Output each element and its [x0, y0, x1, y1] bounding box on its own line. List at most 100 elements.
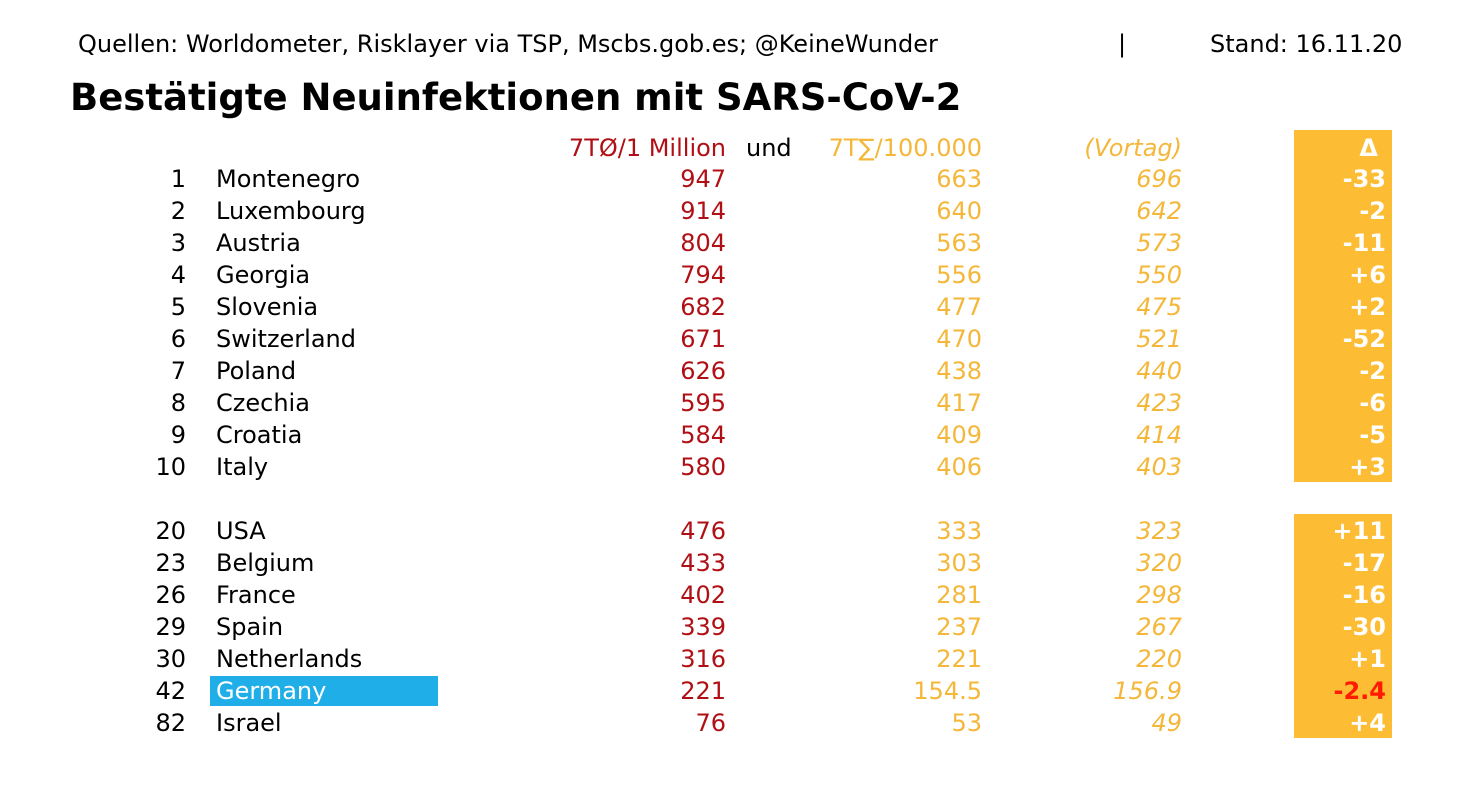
header-delta: Δ — [1359, 134, 1378, 162]
per-100k-cell: 438 — [936, 357, 982, 385]
delta-cell: -6 — [1359, 389, 1386, 417]
previous-day-cell: 320 — [1136, 549, 1182, 577]
country-cell: Luxembourg — [216, 197, 366, 225]
country-cell: Israel — [216, 709, 282, 737]
previous-day-cell: 156.9 — [1113, 677, 1182, 705]
table-row: 30 Netherlands 316 221 220 +1 — [0, 643, 1460, 675]
per-100k-cell: 53 — [951, 709, 982, 737]
previous-day-cell: 323 — [1136, 517, 1182, 545]
rank-cell: 3 — [170, 229, 186, 257]
per-million-cell: 794 — [680, 261, 726, 289]
delta-cell: -16 — [1342, 581, 1386, 609]
table-row: 20 USA 476 333 323 +11 — [0, 515, 1460, 547]
per-million-cell: 584 — [680, 421, 726, 449]
delta-cell: +11 — [1332, 517, 1386, 545]
country-cell: Germany — [216, 677, 327, 705]
previous-day-cell: 550 — [1136, 261, 1182, 289]
per-million-cell: 339 — [680, 613, 726, 641]
rank-cell: 6 — [170, 325, 186, 353]
per-100k-cell: 221 — [936, 645, 982, 673]
country-cell: Slovenia — [216, 293, 319, 321]
per-million-cell: 595 — [680, 389, 726, 417]
delta-cell: -52 — [1342, 325, 1386, 353]
table-row: 1 Montenegro 947 663 696 -33 — [0, 163, 1460, 195]
rank-cell: 2 — [170, 197, 186, 225]
per-million-cell: 402 — [680, 581, 726, 609]
delta-cell: +1 — [1349, 645, 1386, 673]
rank-cell: 1 — [170, 165, 186, 193]
table-row: 26 France 402 281 298 -16 — [0, 579, 1460, 611]
table-row: 10 Italy 580 406 403 +3 — [0, 451, 1460, 483]
rank-cell: 8 — [170, 389, 186, 417]
header-previous-day: (Vortag) — [1084, 134, 1182, 162]
per-100k-cell: 237 — [936, 613, 982, 641]
previous-day-cell: 573 — [1136, 229, 1182, 257]
per-million-cell: 947 — [680, 165, 726, 193]
per-100k-cell: 333 — [936, 517, 982, 545]
previous-day-cell: 696 — [1136, 165, 1182, 193]
country-cell: Austria — [216, 229, 301, 257]
table-row: 9 Croatia 584 409 414 -5 — [0, 419, 1460, 451]
previous-day-cell: 475 — [1136, 293, 1182, 321]
country-cell: Belgium — [216, 549, 315, 577]
chart-title: Bestätigte Neuinfektionen mit SARS-CoV-2 — [70, 76, 962, 119]
rank-cell: 5 — [170, 293, 186, 321]
delta-cell: -2 — [1359, 357, 1386, 385]
country-cell: France — [216, 581, 296, 609]
per-million-cell: 626 — [680, 357, 726, 385]
per-100k-cell: 154.5 — [913, 677, 982, 705]
delta-cell: -5 — [1359, 421, 1386, 449]
table-row: 7 Poland 626 438 440 -2 — [0, 355, 1460, 387]
delta-cell: +4 — [1349, 709, 1386, 737]
country-cell: Netherlands — [216, 645, 363, 673]
per-100k-cell: 470 — [936, 325, 982, 353]
country-cell: USA — [216, 517, 266, 545]
rank-cell: 23 — [155, 549, 186, 577]
country-cell: Italy — [216, 453, 269, 481]
previous-day-cell: 298 — [1136, 581, 1182, 609]
rank-cell: 9 — [170, 421, 186, 449]
delta-background-top — [1294, 130, 1392, 482]
per-100k-cell: 409 — [936, 421, 982, 449]
table-row: 6 Switzerland 671 470 521 -52 — [0, 323, 1460, 355]
per-million-cell: 433 — [680, 549, 726, 577]
header-separator: | — [1118, 30, 1127, 58]
delta-cell: -2.4 — [1333, 677, 1386, 705]
delta-cell: -33 — [1342, 165, 1386, 193]
table-row: 4 Georgia 794 556 550 +6 — [0, 259, 1460, 291]
per-100k-cell: 563 — [936, 229, 982, 257]
rank-cell: 30 — [155, 645, 186, 673]
previous-day-cell: 440 — [1136, 357, 1182, 385]
per-million-cell: 804 — [680, 229, 726, 257]
table-row: 23 Belgium 433 303 320 -17 — [0, 547, 1460, 579]
delta-background-bottom — [1294, 514, 1392, 738]
country-cell: Georgia — [216, 261, 311, 289]
table-row: 5 Slovenia 682 477 475 +2 — [0, 291, 1460, 323]
country-cell: Switzerland — [216, 325, 356, 353]
country-cell: Montenegro — [216, 165, 361, 193]
previous-day-cell: 423 — [1136, 389, 1182, 417]
per-million-cell: 221 — [680, 677, 726, 705]
table-row: 29 Spain 339 237 267 -30 — [0, 611, 1460, 643]
per-million-cell: 682 — [680, 293, 726, 321]
per-100k-cell: 281 — [936, 581, 982, 609]
table-row: 2 Luxembourg 914 640 642 -2 — [0, 195, 1460, 227]
per-100k-cell: 477 — [936, 293, 982, 321]
country-cell: Spain — [216, 613, 284, 641]
table-row: 42 Germany 221 154.5 156.9 -2.4 — [0, 675, 1460, 707]
delta-cell: +6 — [1349, 261, 1386, 289]
previous-day-cell: 267 — [1136, 613, 1182, 641]
per-million-cell: 914 — [680, 197, 726, 225]
per-100k-cell: 417 — [936, 389, 982, 417]
delta-cell: -2 — [1359, 197, 1386, 225]
table-row: 8 Czechia 595 417 423 -6 — [0, 387, 1460, 419]
rank-cell: 82 — [155, 709, 186, 737]
country-cell: Croatia — [216, 421, 303, 449]
rank-cell: 42 — [155, 677, 186, 705]
rank-cell: 7 — [170, 357, 186, 385]
delta-cell: -17 — [1342, 549, 1386, 577]
country-highlight — [210, 676, 438, 706]
previous-day-cell: 642 — [1136, 197, 1182, 225]
per-million-cell: 76 — [695, 709, 726, 737]
delta-cell: -11 — [1342, 229, 1386, 257]
